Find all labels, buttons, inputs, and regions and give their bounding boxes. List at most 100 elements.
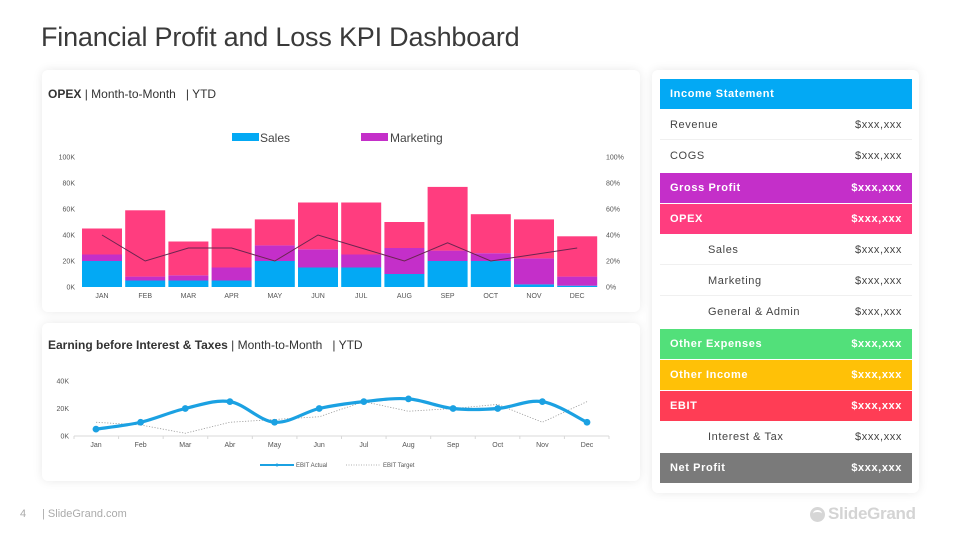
bar-sales [254,261,295,287]
row-label: EBIT [670,400,698,412]
ebit-legend: EBIT Actual EBIT Target [260,463,415,469]
ebit-actual-point [360,398,368,406]
opex-panel-title: OPEX | Month-to-Month | YTD [48,87,216,101]
row-label: COGS [670,150,705,163]
y-tick-label: 60K [63,207,76,214]
bar-sales [211,280,252,287]
ebit-actual-point [181,405,189,412]
y2-tick-label: 60% [606,207,620,214]
income-statement-panel: Income Statement Revenue $xxx,xxx COGS $xxx,… [652,70,919,493]
x-tick-label: JAN [95,293,108,300]
page-number: 4 [20,508,27,520]
legend-label-sales: Sales [260,131,290,145]
x-tick-label: Feb [135,442,147,449]
bar-sales [427,261,468,287]
income-row-other-income: Other Income $xxx,xxx [660,359,912,390]
bar-general-admin [168,241,209,276]
y2-tick-label: 80% [606,181,620,188]
ebit-actual-point [449,405,457,412]
bar-sales [125,280,166,287]
x-tick-label: Jan [90,442,101,449]
opex-legend: Sales Marketing [232,131,443,145]
y2-tick-label: 100% [606,155,624,162]
ebit-panel-title: Earning before Interest & Taxes | Month-… [48,338,363,352]
bar-marketing [514,258,554,285]
ebit-chart-panel: Earning before Interest & Taxes | Month-… [42,323,640,481]
ebit-actual-point [315,405,323,412]
ebit-actual-line [95,396,588,431]
bar-general-admin [384,222,425,248]
logo-icon [810,506,825,522]
bar-marketing [82,254,122,261]
bar-marketing [168,275,209,281]
row-label: Income Statement [670,88,775,100]
ebit-actual-point [538,398,546,406]
x-tick-label: AUG [397,293,412,300]
row-value: $xxx,xxx [851,400,902,412]
bar-marketing [557,276,598,286]
y2-tick-label: 40% [606,233,620,240]
row-label: Net Profit [670,462,726,475]
row-value: $xxx,xxx [855,274,902,287]
x-tick-label: JUN [311,293,325,300]
row-label: General & Admin [708,306,801,319]
ebit-actual-point [583,418,591,426]
income-row-cogs: COGS $xxx,xxx [660,141,912,172]
income-row-net-profit: Net Profit $xxx,xxx [660,453,912,484]
y-tick-label: 80K [63,181,76,188]
bar-general-admin [514,219,554,259]
bar-general-admin [82,228,122,255]
row-value: $xxx,xxx [851,181,902,194]
bar-general-admin [557,236,598,277]
row-value: $xxx,xxx [855,150,902,163]
legend-marker-actual [275,463,279,467]
y-tick-label: 20K [63,259,76,266]
y-tick-label: 100K [59,155,76,162]
bar-marketing [211,267,252,281]
x-tick-label: Oct [492,442,503,449]
x-tick-label: MAR [181,293,197,300]
bar-marketing [125,276,166,281]
income-row-opex: OPEX $xxx,xxx [660,203,912,234]
row-label: Other Expenses [670,337,763,350]
y-tick-label: 0K [66,285,75,292]
opex-title-rest: | Month-to-Month | YTD [81,87,217,101]
income-row-marketing: Marketing $xxx,xxx [660,266,912,297]
legend-label-target: EBIT Target [383,463,415,469]
y2-tick-label: 0% [606,285,616,292]
x-tick-label: DEC [570,293,585,300]
opex-chart-panel: OPEX | Month-to-Month | YTD Sales Marketi… [42,70,640,312]
income-row-ebit: EBIT $xxx,xxx [660,391,912,421]
brand-logo: SlideGrand [810,504,916,524]
x-tick-label: JUL [355,293,368,300]
row-value: $xxx,xxx [855,118,902,131]
ebit-title-rest: | Month-to-Month | YTD [227,338,363,352]
bar-general-admin [470,214,511,254]
bar-sales [557,285,598,287]
legend-swatch-marketing [361,133,388,141]
ebit-actual-point [271,418,278,426]
bar-sales [82,261,122,287]
x-tick-label: Sep [447,442,460,449]
bar-marketing [427,250,468,261]
x-tick-label: NOV [526,293,542,300]
slide-title: Financial Profit and Loss KPI Dashboard [41,22,520,52]
ratio-line [101,234,578,262]
footer-site-link: | SlideGrand.com [42,508,127,520]
y-tick-label: 40K [57,379,70,386]
x-tick-label: Abr [224,442,236,449]
income-row-gross-profit: Gross Profit $xxx,xxx [660,172,912,203]
ebit-line-chart: 0K 20K 40K Jan Feb Mar Abr May Jun Jul Aug Sep Oct No… [57,379,610,469]
row-value: $xxx,xxx [851,462,902,475]
opex-stacked-bar-chart: Sales Marketing 0K 20K 40K 60K 80K 100K 0% 20% 40%… [59,131,624,300]
bar-general-admin [125,210,166,277]
opex-title-bold: OPEX [48,87,82,101]
x-tick-label: Aug [402,442,415,449]
x-tick-label: SEP [441,293,455,300]
x-tick-label: Nov [536,442,549,449]
x-tick-label: Dec [581,442,594,449]
row-value: $xxx,xxx [855,431,902,444]
row-value: $xxx,xxx [851,212,902,225]
bar-sales [514,284,554,287]
y-tick-label: 0K [60,434,69,441]
